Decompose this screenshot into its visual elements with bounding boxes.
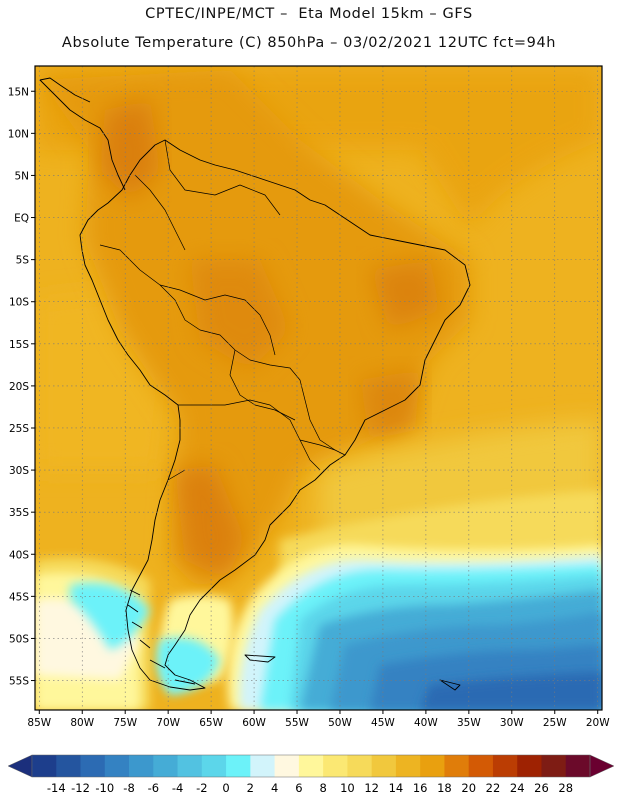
lat-tick-label: 15N	[8, 86, 29, 98]
latitude-axis: 15N 10N 5N EQ 5S 10S 15S 20S 25S 30S 35S 40S 45S 50S 5…	[8, 86, 35, 688]
colorbar-segment	[226, 755, 251, 777]
longitude-axis: 85W 80W 75W 70W 65W 60W 55W 50W 45W 40W 35W 30W 25W 2…	[27, 710, 610, 729]
colorbar-label: -4	[172, 781, 183, 795]
lat-tick-label: 10N	[8, 128, 29, 140]
lat-tick-label: 55S	[9, 676, 29, 688]
colorbar-segment	[541, 755, 567, 777]
colorbar-label: 2	[247, 781, 254, 795]
colorbar-frame	[31, 754, 591, 778]
colorbar-segment	[201, 755, 227, 777]
colorbar-label: -8	[123, 781, 134, 795]
lat-tick-label: 50S	[9, 633, 29, 645]
graticule	[35, 66, 602, 710]
lon-tick-label: 65W	[199, 717, 223, 729]
lon-tick-label: 45W	[371, 717, 395, 729]
lon-tick-label: 30W	[500, 717, 524, 729]
colorbar-label: -10	[95, 781, 114, 795]
colorbar-over-arrow	[589, 754, 615, 778]
colorbar-segment	[250, 755, 276, 777]
lat-tick-label: 20S	[9, 381, 29, 393]
colorbar-under-arrow	[7, 754, 33, 778]
colorbar-segment	[420, 755, 445, 777]
lat-tick-label: 30S	[9, 465, 29, 477]
map-title: CPTEC/INPE/MCT – Eta Model 15km – GFS	[145, 6, 473, 22]
colorbar-segment	[129, 755, 154, 777]
colorbar-segment	[177, 755, 203, 777]
lon-tick-label: 25W	[543, 717, 567, 729]
lat-tick-label: 5N	[14, 170, 29, 182]
lon-tick-label: 40W	[414, 717, 438, 729]
map-frame	[34, 65, 603, 711]
colorbar: -14 -12 -10 -8 -6 -4 -2 0 2 4 6 8 10 12 14 16 18 20 22 24 26…	[7, 754, 615, 795]
lon-tick-label: 50W	[328, 717, 352, 729]
colorbar-label: 22	[486, 781, 501, 795]
lat-tick-label: 40S	[9, 549, 29, 561]
lat-tick-label: EQ	[14, 213, 29, 225]
lat-tick-label: 5S	[16, 255, 30, 267]
coastlines	[39, 77, 471, 691]
lat-tick-label: 25S	[9, 423, 29, 435]
colorbar-segment	[274, 755, 300, 777]
colorbar-segment	[468, 755, 494, 777]
lat-tick-label: 45S	[9, 591, 29, 603]
lon-tick-label: 55W	[285, 717, 309, 729]
colorbar-segment	[517, 755, 542, 777]
lon-tick-label: 70W	[156, 717, 180, 729]
colorbar-label: 26	[534, 781, 549, 795]
lon-tick-label: 35W	[457, 717, 481, 729]
lon-tick-label: 75W	[113, 717, 137, 729]
colorbar-segment	[32, 755, 57, 777]
lat-tick-label: 10S	[9, 297, 29, 309]
colorbar-segment	[80, 755, 106, 777]
colorbar-label: -12	[71, 781, 90, 795]
map-subtitle: Absolute Temperature (C) 850hPa – 03/02/…	[61, 35, 557, 51]
colorbar-label: -14	[47, 781, 66, 795]
colorbar-segment	[56, 755, 81, 777]
colorbar-segment	[395, 755, 421, 777]
colorbar-label: 28	[558, 781, 573, 795]
colorbar-segment	[565, 755, 591, 777]
colorbar-label: 14	[389, 781, 404, 795]
colorbar-label: -6	[148, 781, 159, 795]
colorbar-segment	[492, 755, 518, 777]
colorbar-label: 8	[319, 781, 326, 795]
colorbar-label: 4	[271, 781, 278, 795]
colorbar-segment	[298, 755, 324, 777]
colorbar-segment	[444, 755, 470, 777]
lon-tick-label: 80W	[70, 717, 94, 729]
colorbar-segment	[104, 755, 130, 777]
colorbar-label: 0	[222, 781, 229, 795]
colorbar-segment	[153, 755, 178, 777]
lon-tick-label: 20W	[586, 717, 610, 729]
colorbar-label: 12	[364, 781, 379, 795]
country-borders	[99, 139, 346, 481]
lon-tick-label: 85W	[27, 717, 51, 729]
colorbar-label: -2	[196, 781, 207, 795]
lon-tick-label: 60W	[242, 717, 266, 729]
colorbar-label: 6	[295, 781, 302, 795]
colorbar-segment	[371, 755, 397, 777]
colorbar-label: 18	[437, 781, 452, 795]
lat-tick-label: 15S	[9, 339, 29, 351]
lat-tick-label: 35S	[9, 507, 29, 519]
colorbar-label: 20	[461, 781, 476, 795]
colorbar-label: 16	[413, 781, 428, 795]
colorbar-segment	[323, 755, 348, 777]
colorbar-label: 10	[340, 781, 355, 795]
colorbar-label: 24	[510, 781, 525, 795]
colorbar-segment	[347, 755, 373, 777]
temperature-shading	[35, 66, 602, 710]
